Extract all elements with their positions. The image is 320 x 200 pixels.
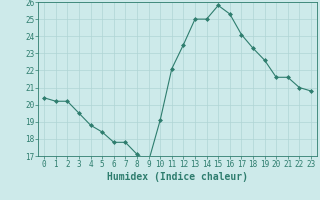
X-axis label: Humidex (Indice chaleur): Humidex (Indice chaleur)	[107, 172, 248, 182]
